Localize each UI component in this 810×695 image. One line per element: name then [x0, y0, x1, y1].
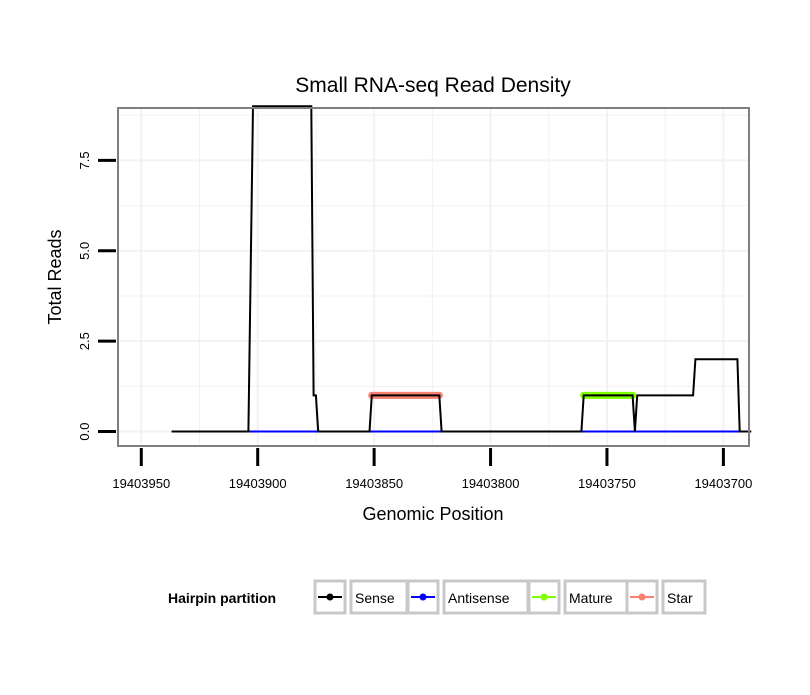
x-tick-label: 19403700	[694, 476, 752, 491]
legend-item-star: Star	[625, 579, 707, 615]
x-tick-label: 19403950	[112, 476, 170, 491]
legend-key-point	[638, 593, 646, 601]
y-tick-label: 7.5	[77, 151, 92, 169]
series-group	[171, 105, 752, 433]
legend-label: Star	[667, 590, 693, 606]
legend-key-point	[419, 593, 427, 601]
y-tick-label: 5.0	[77, 242, 92, 260]
legend-item-antisense: Antisense	[406, 579, 530, 615]
legend-item-sense: Sense	[313, 579, 409, 615]
plot-panel	[118, 108, 749, 446]
legend-item-mature: Mature	[527, 579, 631, 615]
chart-title: Small RNA-seq Read Density	[295, 74, 571, 97]
x-tick-label: 19403850	[345, 476, 403, 491]
x-tick-label: 19403900	[229, 476, 287, 491]
series-sense-line	[171, 105, 752, 433]
legend-title: Hairpin partition	[168, 590, 276, 606]
y-axis-title: Total Reads	[45, 229, 65, 324]
y-tick-label: 0.0	[77, 423, 92, 441]
legend: Hairpin partition Sense Antisense Mature St…	[168, 579, 707, 615]
grid-lines	[118, 108, 749, 446]
x-tick-label: 19403750	[578, 476, 636, 491]
x-axis: 19403950 19403900 19403850 19403800 19403750…	[112, 448, 752, 491]
plot-border	[117, 107, 750, 447]
legend-label-box	[661, 579, 707, 615]
legend-key-point	[540, 593, 548, 601]
x-tick-label: 19403800	[462, 476, 520, 491]
x-axis-title: Genomic Position	[362, 504, 503, 524]
legend-label: Sense	[355, 590, 395, 606]
legend-label: Antisense	[448, 590, 510, 606]
legend-label: Mature	[569, 590, 613, 606]
y-axis: 0.0 2.5 5.0 7.5	[77, 151, 116, 441]
y-tick-label: 2.5	[77, 332, 92, 350]
legend-key-point	[326, 593, 334, 601]
